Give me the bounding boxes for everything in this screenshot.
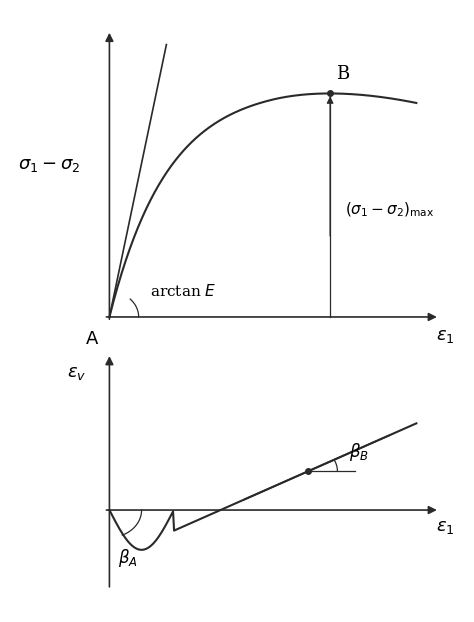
Text: $\varepsilon_1$: $\varepsilon_1$ [436,327,455,345]
Text: $\varepsilon_v$: $\varepsilon_v$ [67,364,86,382]
Text: $\sigma_1 - \sigma_2$: $\sigma_1 - \sigma_2$ [18,156,80,174]
Text: $\beta_A$: $\beta_A$ [118,547,138,569]
Text: $\varepsilon_1$: $\varepsilon_1$ [436,518,455,536]
Text: arctan $E$: arctan $E$ [150,283,217,299]
Text: B: B [336,65,349,83]
Text: A: A [86,330,98,348]
Text: $(\sigma_1 - \sigma_2)_{\mathrm{max}}$: $(\sigma_1 - \sigma_2)_{\mathrm{max}}$ [345,200,434,219]
Text: $\beta_B$: $\beta_B$ [349,440,369,463]
